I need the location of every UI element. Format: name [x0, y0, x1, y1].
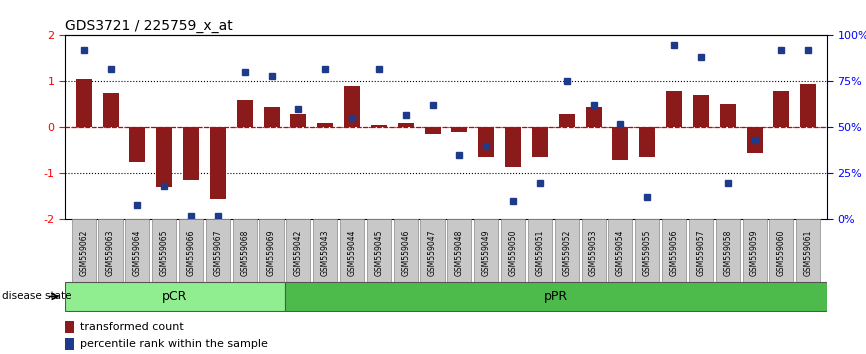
Bar: [236, 100, 253, 127]
Text: GSM559045: GSM559045: [374, 229, 384, 276]
Bar: [666, 91, 682, 127]
Text: GSM559062: GSM559062: [79, 229, 88, 276]
Bar: [371, 125, 387, 127]
Text: GSM559059: GSM559059: [750, 229, 759, 276]
Bar: [102, 93, 119, 127]
Bar: [397, 123, 414, 127]
Text: GSM559050: GSM559050: [508, 229, 518, 276]
Bar: [532, 127, 548, 157]
Bar: [559, 114, 575, 127]
Text: GSM559069: GSM559069: [267, 229, 276, 276]
FancyBboxPatch shape: [394, 219, 417, 287]
Text: GSM559052: GSM559052: [562, 229, 572, 276]
Text: transformed count: transformed count: [80, 322, 184, 332]
Text: GSM559047: GSM559047: [428, 229, 437, 276]
FancyBboxPatch shape: [65, 282, 285, 311]
Text: GSM559063: GSM559063: [106, 229, 115, 276]
Bar: [344, 86, 360, 127]
FancyBboxPatch shape: [662, 219, 686, 287]
FancyBboxPatch shape: [313, 219, 338, 287]
FancyBboxPatch shape: [715, 219, 740, 287]
Text: GSM559064: GSM559064: [132, 229, 142, 276]
FancyBboxPatch shape: [475, 219, 498, 287]
Bar: [263, 107, 280, 127]
Bar: [639, 127, 656, 157]
Bar: [800, 84, 817, 127]
FancyBboxPatch shape: [285, 282, 827, 311]
Bar: [612, 127, 629, 160]
FancyBboxPatch shape: [608, 219, 632, 287]
Text: GSM559061: GSM559061: [804, 229, 813, 276]
FancyBboxPatch shape: [340, 219, 364, 287]
Bar: [451, 127, 468, 132]
FancyBboxPatch shape: [260, 219, 284, 287]
Bar: [424, 127, 441, 134]
FancyBboxPatch shape: [206, 219, 230, 287]
Bar: [156, 127, 172, 187]
Text: GSM559067: GSM559067: [213, 229, 223, 276]
Bar: [585, 107, 602, 127]
Bar: [183, 127, 199, 181]
Bar: [693, 95, 709, 127]
Bar: [210, 127, 226, 199]
Text: GDS3721 / 225759_x_at: GDS3721 / 225759_x_at: [65, 19, 233, 33]
Text: GSM559048: GSM559048: [455, 229, 464, 276]
FancyBboxPatch shape: [367, 219, 391, 287]
FancyBboxPatch shape: [635, 219, 659, 287]
FancyBboxPatch shape: [688, 219, 713, 287]
FancyBboxPatch shape: [126, 219, 150, 287]
Text: GSM559053: GSM559053: [589, 229, 598, 276]
FancyBboxPatch shape: [528, 219, 552, 287]
Bar: [75, 79, 92, 127]
Text: GSM559060: GSM559060: [777, 229, 786, 276]
FancyBboxPatch shape: [179, 219, 204, 287]
FancyBboxPatch shape: [796, 219, 820, 287]
Text: pPR: pPR: [544, 290, 568, 303]
Text: GSM559065: GSM559065: [159, 229, 169, 276]
Bar: [129, 127, 145, 162]
FancyBboxPatch shape: [72, 219, 96, 287]
FancyBboxPatch shape: [421, 219, 444, 287]
Bar: [746, 127, 763, 153]
Text: GSM559055: GSM559055: [643, 229, 652, 276]
Text: GSM559054: GSM559054: [616, 229, 625, 276]
FancyBboxPatch shape: [581, 219, 605, 287]
Text: percentile rank within the sample: percentile rank within the sample: [80, 339, 268, 349]
FancyBboxPatch shape: [448, 219, 471, 287]
FancyBboxPatch shape: [99, 219, 123, 287]
FancyBboxPatch shape: [152, 219, 177, 287]
Bar: [505, 127, 521, 167]
Bar: [290, 114, 307, 127]
Bar: [720, 104, 736, 127]
Bar: [65, 338, 74, 350]
Text: GSM559066: GSM559066: [186, 229, 196, 276]
Text: disease state: disease state: [2, 291, 71, 302]
Bar: [65, 321, 74, 333]
Text: GSM559068: GSM559068: [240, 229, 249, 276]
Text: GSM559051: GSM559051: [535, 229, 545, 276]
FancyBboxPatch shape: [769, 219, 793, 287]
Text: GSM559044: GSM559044: [347, 229, 357, 276]
Text: GSM559046: GSM559046: [401, 229, 410, 276]
Text: GSM559057: GSM559057: [696, 229, 706, 276]
Text: GSM559042: GSM559042: [294, 229, 303, 276]
FancyBboxPatch shape: [287, 219, 311, 287]
FancyBboxPatch shape: [554, 219, 578, 287]
Text: GSM559056: GSM559056: [669, 229, 679, 276]
FancyBboxPatch shape: [501, 219, 525, 287]
Bar: [478, 127, 494, 157]
Text: GSM559049: GSM559049: [481, 229, 491, 276]
Text: GSM559043: GSM559043: [320, 229, 330, 276]
Text: GSM559058: GSM559058: [723, 229, 733, 276]
FancyBboxPatch shape: [742, 219, 766, 287]
FancyBboxPatch shape: [233, 219, 257, 287]
Bar: [773, 91, 790, 127]
Text: pCR: pCR: [162, 290, 188, 303]
Bar: [317, 123, 333, 127]
